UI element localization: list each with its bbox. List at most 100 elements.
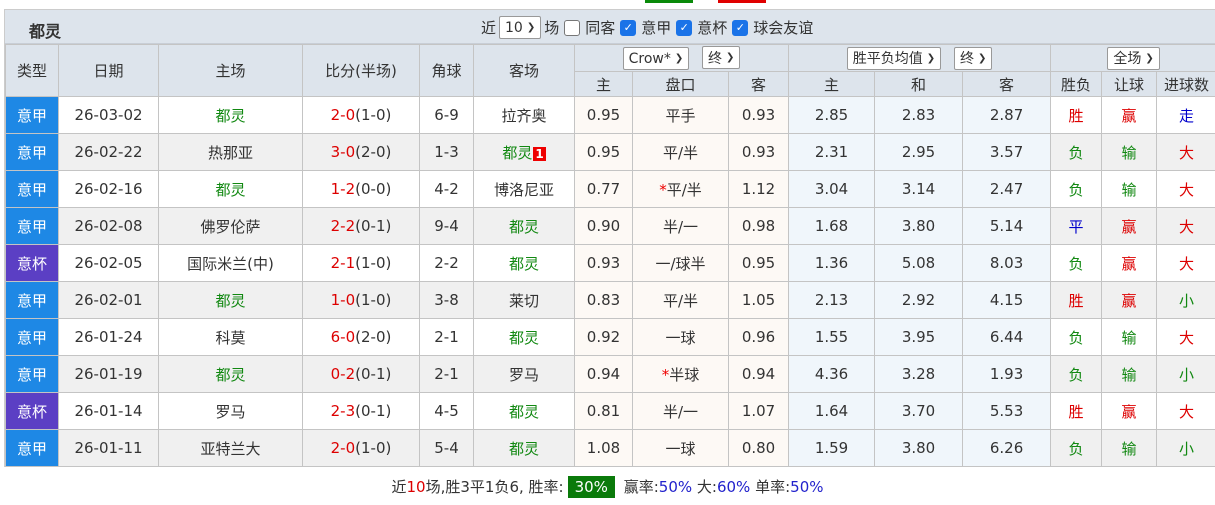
eu-time-value: 终 (959, 51, 974, 67)
star-marker: * (659, 180, 667, 199)
eu-home-cell: 2.13 (788, 281, 876, 319)
date-cell: 26-02-05 (58, 244, 159, 282)
half-score: (0-0) (355, 180, 392, 198)
hc-rate-label: 赢率: (623, 478, 659, 496)
half-score: (1-0) (355, 439, 392, 457)
table-row[interactable]: 意甲 26-01-24 科莫 6-0(2-0) 2-1 都灵 0.92 一球 0.96 1.55 3… (5, 318, 1215, 356)
goals-cell: 走 (1156, 96, 1215, 134)
coppa-checkbox[interactable]: ✓ (676, 19, 693, 36)
corner-cell-text: 1-3 (434, 143, 459, 161)
goals-cell: 小 (1156, 355, 1215, 393)
table-row[interactable]: 意杯 26-01-14 罗马 2-3(0-1) 4-5 都灵 0.81 半/一 1.07 1.64… (5, 392, 1215, 430)
table-row[interactable]: 意甲 26-01-19 都灵 0-2(0-1) 2-1 罗马 0.94 *半球 0.94 4.36… (5, 355, 1215, 393)
score-cell: 0-2(0-1) (302, 355, 420, 393)
summary-count: 10 (406, 478, 426, 496)
ah-home-cell-text: 0.83 (586, 291, 621, 309)
handicap-cell: 输 (1101, 133, 1158, 171)
date-cell-text: 26-03-02 (74, 106, 143, 124)
chevron-down-icon: ❯ (674, 53, 684, 64)
eu-home-cell: 1.36 (788, 244, 876, 282)
date-cell-text: 26-02-22 (74, 143, 143, 161)
away-team-cell: 都灵 (473, 392, 575, 430)
summary-text: 场,胜3平1负6, 胜率: (425, 478, 564, 496)
date-cell: 26-02-08 (58, 207, 159, 245)
ah-line-text: 平/半 (662, 143, 699, 162)
big-rate-label: 大: (696, 478, 717, 496)
eu-away-cell: 6.26 (962, 429, 1052, 467)
eu-home-cell: 1.59 (788, 429, 876, 467)
eu-draw-cell-text: 2.83 (901, 106, 936, 124)
half-score: (1-0) (355, 254, 392, 272)
wl-cell: 负 (1050, 244, 1103, 282)
ah-away-cell: 0.93 (727, 96, 790, 134)
wl-cell-text: 负 (1068, 439, 1084, 458)
friendly-checkbox[interactable]: ✓ (732, 19, 749, 36)
table-row[interactable]: 意甲 26-02-16 都灵 1-2(0-0) 4-2 博洛尼亚 0.77 *平/半 1.12 3… (5, 170, 1215, 208)
type-cell: 意甲 (5, 133, 59, 171)
ah-time-select[interactable]: 终 ❯ (702, 46, 741, 69)
type-cell-text: 意甲 (16, 328, 47, 347)
top-red-bar (718, 0, 766, 3)
chevron-down-icon: ❯ (726, 52, 735, 63)
eu-away-cell-text: 2.87 (989, 106, 1024, 124)
handicap-cell: 赢 (1101, 244, 1158, 282)
table-row[interactable]: 意甲 26-01-11 亚特兰大 2-0(1-0) 5-4 都灵 1.08 一球 0.80 1.5… (5, 429, 1215, 467)
serie-a-checkbox[interactable]: ✓ (620, 19, 637, 36)
ah-line-cell: 平/半 (632, 281, 729, 319)
filters: 近 10 ❯ 场 同客 ✓ 意甲 ✓ 意杯 ✓ 球会友谊 (481, 16, 813, 39)
eu-home-cell-text: 2.85 (814, 106, 849, 124)
eu-away-cell: 8.03 (962, 244, 1052, 282)
handicap-cell-text: 赢 (1121, 254, 1137, 273)
matches-body: 意甲 26-03-02 都灵 2-0(1-0) 6-9 拉齐奥 0.95 平手 0.93 2.85… (5, 96, 1215, 467)
eu-draw-cell: 5.08 (874, 244, 964, 282)
eu-away-cell: 5.53 (962, 392, 1052, 430)
ah-line-text: 半/一 (662, 217, 699, 236)
eu-draw-cell: 3.70 (874, 392, 964, 430)
score-cell-text: 6-0 (330, 328, 356, 346)
table-row[interactable]: 意甲 26-03-02 都灵 2-0(1-0) 6-9 拉齐奥 0.95 平手 0.93 2.85… (5, 96, 1215, 134)
eu-away-cell-text: 3.57 (989, 143, 1024, 161)
handicap-cell: 输 (1101, 429, 1158, 467)
ah-line-cell: 平/半 (632, 133, 729, 171)
eu-company-select[interactable]: 胜平负均值 ❯ (846, 46, 942, 70)
eu-home-cell-text: 1.55 (814, 328, 849, 346)
col-ah-away: 客 (727, 71, 790, 97)
handicap-cell-text: 赢 (1121, 291, 1137, 310)
away-team-cell: 都灵 (473, 207, 575, 245)
table-row[interactable]: 意甲 26-02-22 热那亚 3-0(2-0) 1-3 都灵 1 0.95 平/半 0.93 2.… (5, 133, 1215, 171)
ah-line-cell: *平/半 (632, 170, 729, 208)
goals-cell-text: 大 (1179, 254, 1195, 273)
chevron-down-icon: ❯ (1145, 52, 1154, 64)
ah-away-cell-text: 0.93 (741, 106, 776, 124)
ah-company-select[interactable]: Crow* ❯ (622, 47, 690, 70)
eu-draw-cell-text: 3.28 (901, 365, 936, 383)
hc-rate: 50% (658, 478, 693, 496)
corner-cell-text: 4-2 (434, 180, 459, 198)
eu-draw-cell-text: 3.80 (901, 217, 936, 235)
wl-cell: 胜 (1050, 281, 1103, 319)
ah-away-cell-text: 0.96 (741, 328, 776, 346)
table-row[interactable]: 意甲 26-02-08 佛罗伦萨 2-2(0-1) 9-4 都灵 0.90 半/一 0.98 1.… (5, 207, 1215, 245)
corner-cell: 5-4 (419, 429, 474, 467)
result-scope-select[interactable]: 全场 ❯ (1107, 46, 1160, 70)
col-away: 客场 (473, 44, 575, 97)
ah-away-cell: 0.94 (727, 355, 790, 393)
match-count-select[interactable]: 10 ❯ (499, 16, 542, 39)
home-team-cell: 佛罗伦萨 (158, 207, 303, 245)
table-row[interactable]: 意甲 26-02-01 都灵 1-0(1-0) 3-8 莱切 0.83 平/半 1.05 2.13… (5, 281, 1215, 319)
ah-home-cell-text: 0.81 (586, 402, 621, 420)
ah-line-cell: 一球 (632, 429, 729, 467)
table-row[interactable]: 意杯 26-02-05 国际米兰(中) 2-1(1-0) 2-2 都灵 0.93 一/球半 0.… (5, 244, 1215, 282)
ah-line-text: 一球 (665, 439, 696, 458)
home-team-cell: 科莫 (158, 318, 303, 356)
type-cell: 意杯 (5, 244, 59, 282)
eu-draw-cell-text: 3.95 (901, 328, 936, 346)
eu-time-select[interactable]: 终 ❯ (953, 46, 993, 70)
goals-cell-text: 小 (1179, 439, 1195, 458)
type-cell: 意甲 (5, 318, 59, 356)
date-cell-text: 26-01-14 (74, 402, 143, 420)
match-count-value: 10 (505, 19, 523, 36)
eu-draw-cell: 2.92 (874, 281, 964, 319)
ah-company-value: Crow* (628, 50, 671, 67)
same-away-checkbox[interactable] (564, 19, 581, 36)
